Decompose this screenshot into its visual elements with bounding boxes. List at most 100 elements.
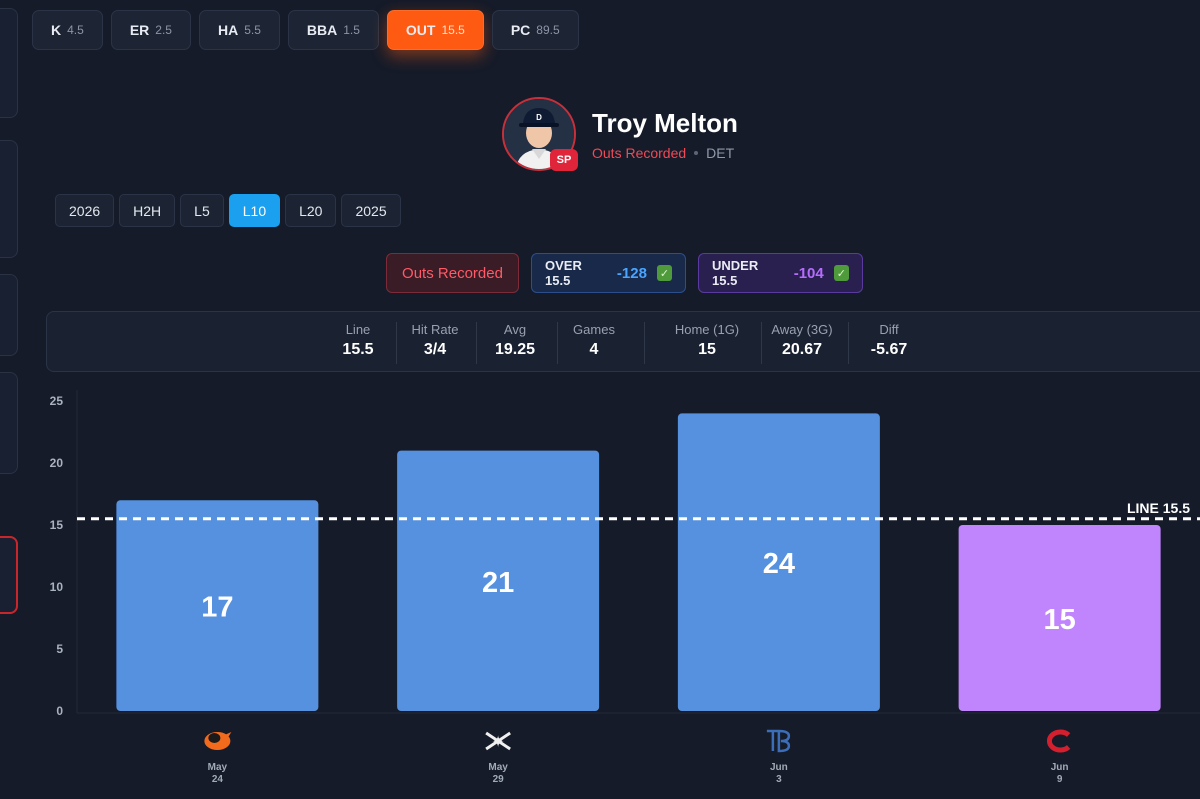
stat-value: 4 (589, 341, 599, 358)
bar (397, 450, 600, 711)
side-card[interactable] (0, 372, 18, 474)
x-date-day: 3 (776, 774, 782, 785)
stat-hit-rate: Hit Rate 3/4 (405, 322, 465, 359)
prop-tab-ha[interactable]: HA 5.5 (198, 10, 280, 50)
divider (644, 322, 645, 364)
prop-tab-label: PC (510, 22, 531, 38)
stat-label: Diff (879, 322, 899, 337)
sportsbook-icon: ✓ (833, 265, 849, 281)
orioles-logo-icon (204, 732, 232, 750)
icon-part (208, 733, 221, 743)
y-tick-label: 15 (50, 518, 64, 532)
line-label: LINE 15.5 (1127, 500, 1190, 516)
prop-tab-label: HA (217, 22, 239, 38)
bar (116, 500, 319, 711)
player-header: D SP Troy Melton Outs Recorded DET (502, 97, 738, 171)
stat-value: 15.5 (342, 341, 374, 358)
prop-tab-line: 5.5 (244, 23, 261, 37)
side-card[interactable] (0, 274, 18, 356)
prop-tab-k[interactable]: K 4.5 (32, 10, 103, 50)
under-odds-button[interactable]: UNDER 15.5 -104 ✓ (698, 253, 863, 293)
y-tick-label: 0 (56, 704, 63, 718)
prop-tab-label: OUT (405, 22, 436, 38)
prop-tab-pc[interactable]: PC 89.5 (491, 10, 579, 50)
over-odds-button[interactable]: OVER 15.5 -128 ✓ (531, 253, 686, 293)
prop-tab-out[interactable]: OUT 15.5 (386, 10, 484, 50)
range-tab-h2h[interactable]: H2H (119, 194, 176, 227)
x-date-day: 9 (1057, 774, 1063, 785)
side-card[interactable] (0, 140, 18, 258)
over-label: OVER 15.5 (545, 258, 582, 288)
icon-part (766, 729, 791, 753)
left-panel-edge (0, 0, 18, 799)
under-label: UNDER 15.5 (712, 258, 759, 288)
bar-value-label: 21 (482, 567, 514, 599)
divider (557, 322, 558, 364)
prop-tab-line: 15.5 (441, 23, 465, 37)
range-tabs: 2026 H2H L5 L10 L20 2025 (55, 194, 401, 227)
stat-value: 3/4 (423, 341, 447, 358)
separator-dot (694, 150, 699, 155)
x-date-day: 24 (212, 774, 224, 785)
player-avatar: D SP (502, 97, 578, 171)
stats-summary-bar: Line 15.5 Hit Rate 3/4 Avg 19.25 Games 4… (46, 311, 1200, 372)
bar (958, 525, 1161, 711)
divider (396, 322, 397, 364)
x-date-month: Jun (770, 762, 788, 773)
stat-value: -5.67 (870, 341, 908, 358)
icon-part (1046, 729, 1071, 753)
stat-label: Games (573, 322, 615, 337)
prop-tab-label: BBA (306, 22, 338, 38)
stat-value: 19.25 (494, 341, 536, 358)
stat-line: Line 15.5 (334, 322, 382, 359)
under-odds: -104 (793, 264, 824, 282)
prop-tab-line: 89.5 (536, 23, 560, 37)
stat-avg: Avg 19.25 (485, 322, 545, 359)
y-tick-label: 20 (50, 456, 64, 470)
prop-tabs: K 4.5 ER 2.5 HA 5.5 BBA 1.5 OUT 15.5 PC 89.5 (32, 10, 579, 50)
icon-part (222, 732, 232, 740)
player-team: DET (706, 144, 735, 161)
icon-part (485, 731, 511, 751)
side-card[interactable] (0, 8, 18, 118)
prop-tab-line: 4.5 (67, 23, 84, 37)
prop-tab-line: 1.5 (343, 23, 360, 37)
stat-diff: Diff -5.67 (861, 322, 917, 359)
x-date-month: Jun (1051, 762, 1069, 773)
y-tick-label: 10 (50, 580, 64, 594)
range-tab-l10[interactable]: L10 (228, 194, 281, 227)
stat-games: Games 4 (566, 322, 622, 359)
prop-tab-label: ER (129, 22, 150, 38)
stat-home: Home (1G) 15 (667, 322, 747, 359)
prop-tab-bba[interactable]: BBA 1.5 (287, 10, 379, 50)
rays-logo-icon (766, 729, 791, 753)
reds-logo-icon (1046, 729, 1071, 753)
divider (761, 322, 762, 364)
x-date-month: May (488, 762, 508, 773)
prop-tab-line: 2.5 (155, 23, 172, 37)
x-date-month: May (208, 762, 228, 773)
range-tab-l5[interactable]: L5 (180, 194, 224, 227)
line-reference: LINE 15.5 (77, 500, 1200, 521)
player-name: Troy Melton (592, 107, 738, 138)
range-tab-l20[interactable]: L20 (285, 194, 337, 227)
over-odds: -128 (616, 264, 647, 282)
bar-value-label: 17 (201, 592, 233, 624)
stat-label: Away (3G) (771, 322, 833, 337)
stat-away: Away (3G) 20.67 (769, 322, 835, 359)
bars: 17 21 24 15 (116, 413, 1161, 711)
prop-tab-er[interactable]: ER 2.5 (110, 10, 191, 50)
y-tick-label: 5 (56, 642, 63, 656)
player-stat-type: Outs Recorded (592, 144, 687, 161)
stat-label: Line (345, 322, 371, 337)
x-date-day: 29 (493, 774, 505, 785)
stat-label: Avg (503, 322, 527, 337)
bar-value-label: 15 (1043, 604, 1075, 636)
range-tab-2025[interactable]: 2025 (341, 194, 401, 227)
side-card-selected[interactable] (0, 536, 18, 614)
range-tab-2026[interactable]: 2026 (55, 194, 115, 227)
cap-logo-text: D (536, 113, 542, 122)
prop-tab-label: K (51, 22, 62, 38)
stat-type-pill: Outs Recorded (386, 253, 519, 293)
